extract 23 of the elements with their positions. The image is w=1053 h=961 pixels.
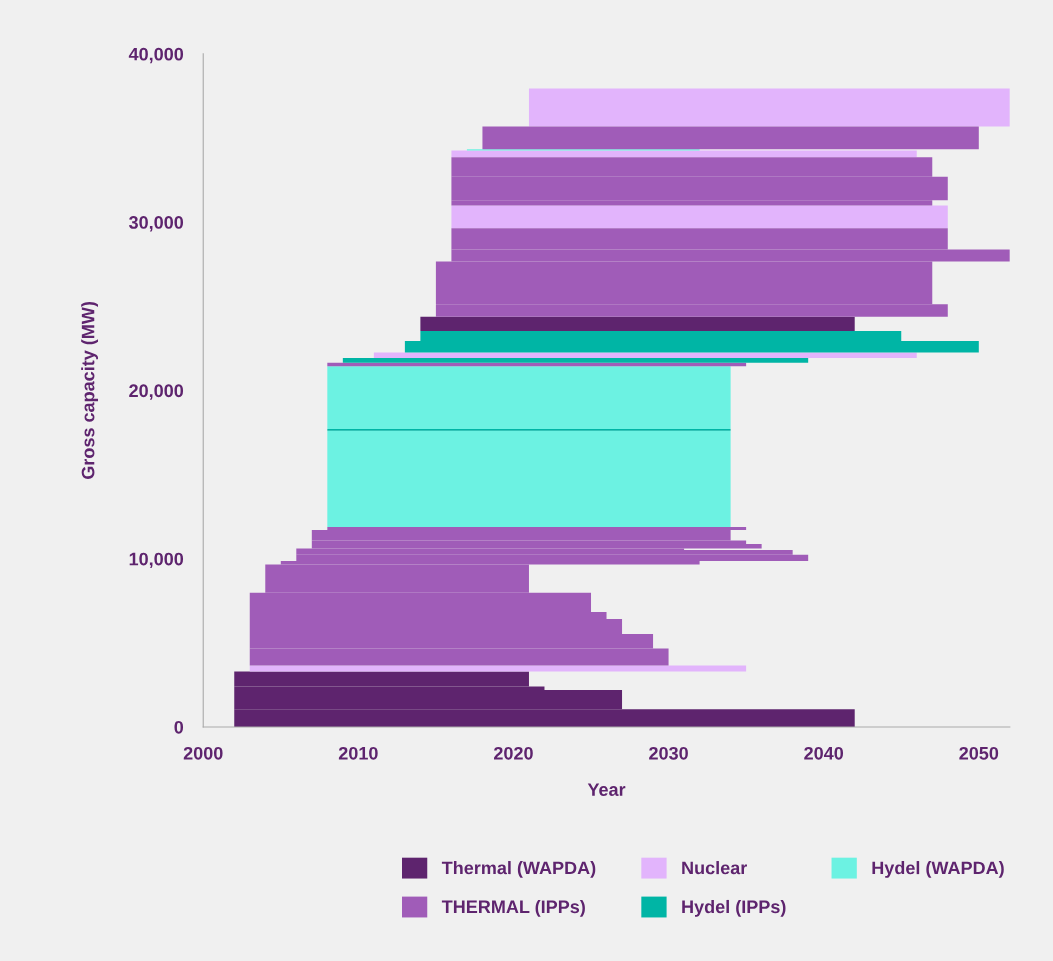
y-tick-label: 40,000 bbox=[128, 47, 184, 64]
legend-label: Thermal (WAPDA) bbox=[441, 861, 596, 878]
x-tick-label: 2030 bbox=[649, 746, 688, 760]
x-tick-label: 2010 bbox=[338, 746, 378, 760]
y-tick-label: 10,000 bbox=[129, 552, 184, 569]
legend-label: Nuclear bbox=[682, 861, 748, 875]
bar bbox=[451, 150, 917, 158]
legend-label: THERMAL (IPPs) bbox=[441, 899, 585, 917]
bar bbox=[327, 366, 731, 429]
y-axis-title: Gross capacity (MW) bbox=[81, 302, 99, 479]
y-tick-label: 30,000 bbox=[128, 216, 184, 232]
bar bbox=[420, 316, 855, 331]
y-tick-label: 20,000 bbox=[129, 384, 184, 400]
legend-label: Hydel (WAPDA) bbox=[872, 861, 1004, 878]
x-tick-label: 2050 bbox=[959, 746, 999, 760]
x-tick-label: 2020 bbox=[494, 746, 533, 760]
x-axis-title: Year bbox=[587, 783, 626, 796]
y-tick-label: 0 bbox=[174, 720, 184, 734]
bar bbox=[373, 352, 917, 358]
x-tick-label: 2040 bbox=[804, 746, 844, 760]
legend-label: Hydel (IPPs) bbox=[682, 899, 786, 917]
x-tick-label: 2000 bbox=[183, 746, 223, 760]
bar bbox=[342, 357, 809, 363]
